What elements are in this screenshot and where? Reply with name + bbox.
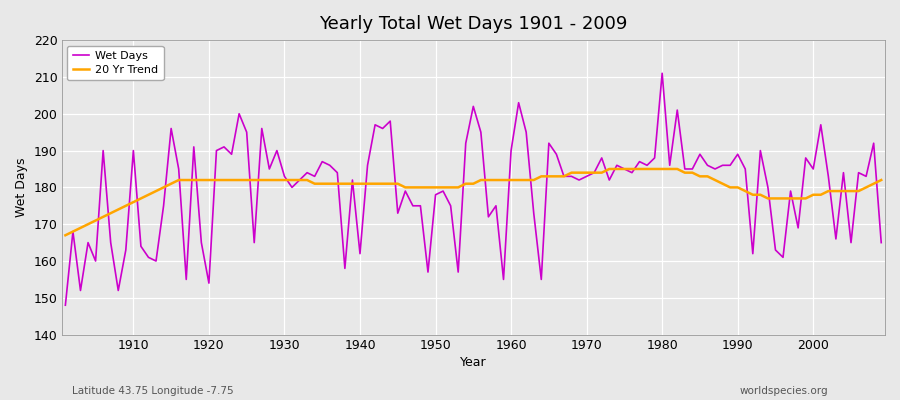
Line: Wet Days: Wet Days (66, 73, 881, 305)
Legend: Wet Days, 20 Yr Trend: Wet Days, 20 Yr Trend (68, 46, 164, 80)
20 Yr Trend (60, 233, 71, 238)
Y-axis label: Wet Days: Wet Days (15, 158, 28, 217)
Text: worldspecies.org: worldspecies.org (740, 386, 828, 396)
Wet Days (876, 240, 886, 245)
Wet Days (506, 148, 517, 153)
Title: Yearly Total Wet Days 1901 - 2009: Yearly Total Wet Days 1901 - 2009 (320, 15, 627, 33)
Wet Days (597, 156, 608, 160)
20 Yr Trend (876, 178, 886, 182)
20 Yr Trend (498, 178, 508, 182)
20 Yr Trend (604, 166, 615, 171)
Wet Days (286, 185, 297, 190)
Wet Days (332, 170, 343, 175)
Text: Latitude 43.75 Longitude -7.75: Latitude 43.75 Longitude -7.75 (72, 386, 234, 396)
Wet Days (498, 277, 508, 282)
20 Yr Trend (332, 181, 343, 186)
Wet Days (121, 248, 131, 252)
20 Yr Trend (597, 170, 608, 175)
20 Yr Trend (121, 203, 131, 208)
20 Yr Trend (506, 178, 517, 182)
Wet Days (60, 303, 71, 308)
X-axis label: Year: Year (460, 356, 487, 369)
Wet Days (657, 71, 668, 76)
20 Yr Trend (286, 178, 297, 182)
Line: 20 Yr Trend: 20 Yr Trend (66, 169, 881, 235)
